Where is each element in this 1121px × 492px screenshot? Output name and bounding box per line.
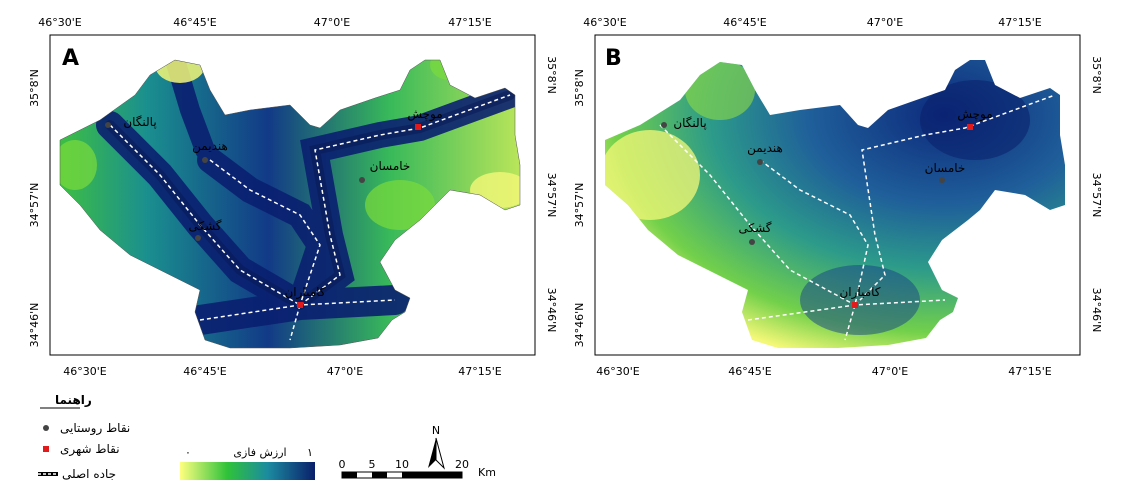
legend-rural-icon xyxy=(43,425,49,431)
scalebar-label-10: 10 xyxy=(395,458,409,471)
panel-b-lat-ticks-right: 35°8'N 34°57'N 34°46'N xyxy=(1090,56,1103,332)
legend-urban-label: نقاط شهری xyxy=(60,442,120,457)
panel-b-rural-handiman xyxy=(757,159,763,165)
panel-a-lon-tick-bottom-1: 46°30'E xyxy=(63,365,107,378)
panel-a-lon-tick-bottom-2: 46°45'E xyxy=(183,365,227,378)
panel-b-urban-kamyaran xyxy=(852,302,858,308)
panel-a-lon-ticks-bottom: 46°30'E 46°45'E 47°0'E 47°15'E xyxy=(63,365,502,378)
panel-b-lon-ticks-top: 46°30'E 46°45'E 47°0'E 47°15'E xyxy=(583,16,1042,29)
panel-a-label-palangan: پالنگان xyxy=(123,115,156,129)
panel-a-urban-movchesh xyxy=(415,124,421,130)
panel-a-lon-tick-top-2: 46°45'E xyxy=(173,16,217,29)
panel-a-label-kamyaran: کامیاران xyxy=(284,285,325,300)
legend-title: راهنما xyxy=(55,393,92,407)
scalebar-unit: Km xyxy=(478,466,496,479)
scalebar-label-0: 0 xyxy=(339,458,346,471)
panel-b-lat-tick-left-2: 34°57'N xyxy=(573,183,586,228)
panel-b-lat-ticks-left: 35°8'N 34°57'N 34°46'N xyxy=(573,69,586,347)
panel-a-label-gashki: گشکی xyxy=(188,219,221,233)
panel-a-rural-palangan xyxy=(105,122,111,128)
panel-a-lon-tick-top-4: 47°15'E xyxy=(448,16,492,29)
panel-a-lat-tick-left-1: 35°8'N xyxy=(28,69,41,107)
panel-b-label-gashki: گشکی xyxy=(738,221,771,235)
panel-a-lat-tick-left-3: 34°46'N xyxy=(28,303,41,348)
legend-urban-icon xyxy=(43,446,49,452)
panel-a-lat-tick-right-3: 34°46'N xyxy=(545,288,558,333)
panel-a-lat-ticks-right: 35°8'N 34°57'N 34°46'N xyxy=(545,56,558,332)
panel-a-lat-ticks-left: 35°8'N 34°57'N 34°46'N xyxy=(28,69,41,347)
panel-b-lon-tick-top-1: 46°30'E xyxy=(583,16,627,29)
panel-a: پالنگان هندیمن موچش خامسان گشکی کامیاران… xyxy=(28,16,558,378)
scalebar: 0 5 10 20 Km xyxy=(339,458,496,479)
panel-b-lat-tick-left-1: 35°8'N xyxy=(573,69,586,107)
panel-a-lon-tick-top-3: 47°0'E xyxy=(314,16,351,29)
legend-rural-label: نقاط روستایی xyxy=(60,421,130,436)
panel-a-lat-tick-right-2: 34°57'N xyxy=(545,173,558,218)
panel-a-rural-gashki xyxy=(195,235,201,241)
panel-b-label-handiman: هندیمن xyxy=(747,141,783,156)
north-arrow-icon: N xyxy=(428,424,445,470)
panel-b-lon-tick-bottom-4: 47°15'E xyxy=(1008,365,1052,378)
panel-a-letter: A xyxy=(62,46,79,71)
legend-fuzzy-max: ۱ xyxy=(307,446,313,459)
panel-a-lon-ticks-top: 46°30'E 46°45'E 47°0'E 47°15'E xyxy=(38,16,492,29)
panel-b-lon-tick-bottom-1: 46°30'E xyxy=(596,365,640,378)
scalebar-label-20: 20 xyxy=(455,458,469,471)
panel-b-lon-tick-bottom-2: 46°45'E xyxy=(728,365,772,378)
panel-a-lat-tick-left-2: 34°57'N xyxy=(28,183,41,228)
panel-b-lon-tick-top-4: 47°15'E xyxy=(998,16,1042,29)
panel-b-urban-movchesh xyxy=(967,124,973,130)
panel-a-rural-khamsan xyxy=(359,177,365,183)
panel-a-lat-tick-right-1: 35°8'N xyxy=(545,56,558,94)
panel-a-label-handiman: هندیمن xyxy=(192,139,228,154)
panel-b-lat-tick-right-3: 34°46'N xyxy=(1090,288,1103,333)
panel-b-lon-tick-bottom-3: 47°0'E xyxy=(872,365,909,378)
panel-b-lat-tick-left-3: 34°46'N xyxy=(573,303,586,348)
panel-b-lon-tick-top-3: 47°0'E xyxy=(867,16,904,29)
panel-a-urban-kamyaran xyxy=(297,302,303,308)
panel-b-rural-gashki xyxy=(749,239,755,245)
panel-b-lon-tick-top-2: 46°45'E xyxy=(723,16,767,29)
panel-b-lat-tick-right-2: 34°57'N xyxy=(1090,173,1103,218)
panel-b-label-kamyaran: کامیاران xyxy=(839,285,880,300)
panel-a-lon-tick-bottom-4: 47°15'E xyxy=(458,365,502,378)
panel-a-lon-tick-top-1: 46°30'E xyxy=(38,16,82,29)
panel-b: پالنگان هندیمن موچش خامسان گشکی کامیاران… xyxy=(573,16,1103,378)
panel-b-rural-palangan xyxy=(661,122,667,128)
panel-b-rural-khamsan xyxy=(939,177,945,183)
panel-b-lat-tick-right-1: 35°8'N xyxy=(1090,56,1103,94)
panel-b-lon-ticks-bottom: 46°30'E 46°45'E 47°0'E 47°15'E xyxy=(596,365,1052,378)
legend-fuzzy-colorbar xyxy=(180,462,315,480)
legend-fuzzy-title: ارزش فازی xyxy=(233,446,286,459)
legend: راهنما نقاط روستایی نقاط شهری جاده اصلی … xyxy=(38,393,496,481)
panel-a-label-movchesh: موچش xyxy=(407,107,442,122)
panel-b-label-movchesh: موچش xyxy=(957,107,992,122)
panel-a-rural-handiman xyxy=(202,157,208,163)
panel-b-label-palangan: پالنگان xyxy=(673,116,706,130)
panel-b-letter: B xyxy=(605,46,622,71)
legend-fuzzy-min: ۰ xyxy=(185,446,191,459)
panel-a-lon-tick-bottom-3: 47°0'E xyxy=(327,365,364,378)
scalebar-label-5: 5 xyxy=(369,458,376,471)
panel-a-label-khamsan: خامسان xyxy=(370,159,411,173)
legend-road-label: جاده اصلی xyxy=(62,467,116,481)
panel-b-label-khamsan: خامسان xyxy=(925,161,966,175)
north-arrow-label: N xyxy=(432,424,440,437)
